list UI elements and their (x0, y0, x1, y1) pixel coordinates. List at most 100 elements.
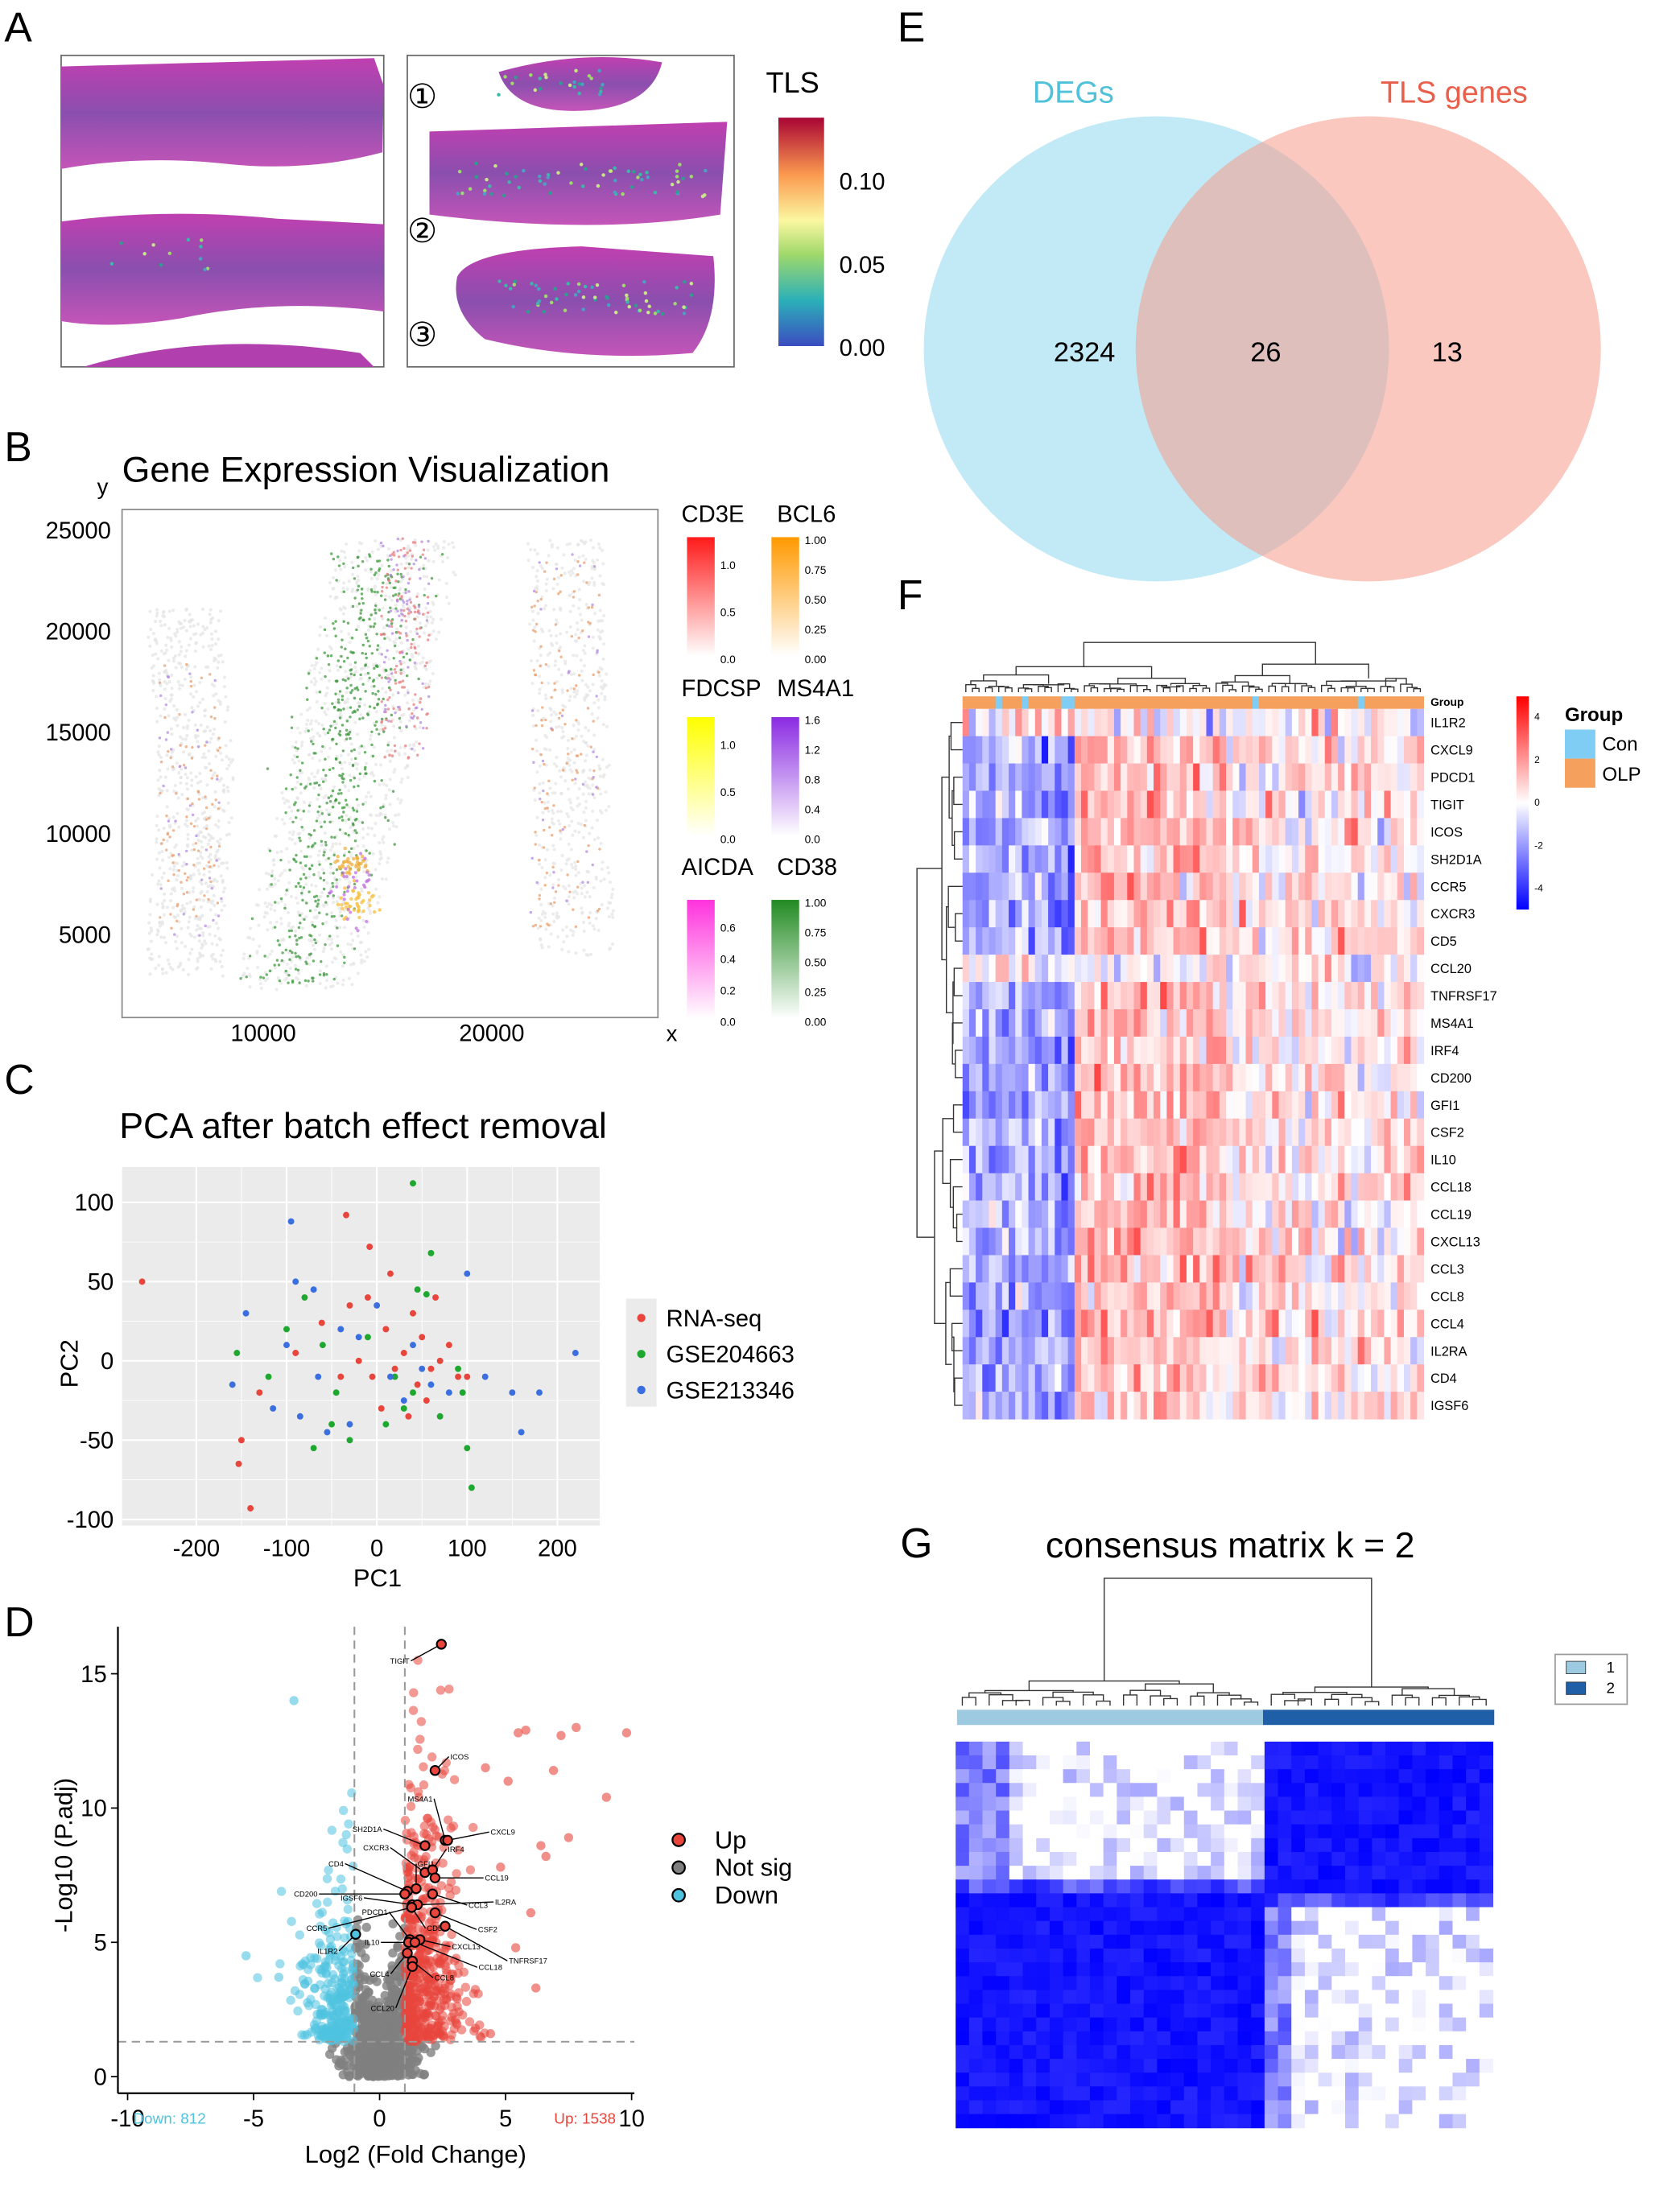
tls-spot (613, 166, 617, 171)
spatial-spot (535, 815, 539, 819)
spatial-spot (599, 842, 603, 846)
spatial-spot (399, 780, 403, 785)
spatial-spot (307, 980, 310, 983)
spatial-spot (305, 855, 308, 859)
spatial-spot (579, 658, 583, 662)
spatial-spot (320, 706, 324, 710)
spatial-spot (382, 805, 385, 809)
spatial-spot (222, 886, 227, 890)
spatial-spot (576, 573, 580, 576)
spatial-spot (284, 969, 288, 973)
spatial-spot (316, 798, 320, 802)
volcano-point (317, 1908, 328, 1917)
spatial-spot (217, 819, 221, 823)
spatial-spot (314, 679, 318, 683)
pca-point-gse204663 (423, 1291, 430, 1298)
spatial-spot (167, 749, 170, 753)
spatial-spot (196, 728, 200, 732)
spatial-spot (199, 953, 203, 957)
spatial-spot (584, 740, 588, 744)
tls-spot (627, 304, 631, 309)
spatial-spot (440, 560, 445, 564)
spatial-spot (332, 621, 335, 625)
spatial-spot (357, 784, 360, 788)
panel-label-g: G (900, 1520, 932, 1566)
spatial-spot (389, 585, 393, 589)
spatial-spot (172, 889, 177, 893)
spatial-spot (390, 622, 394, 625)
pca-point-gse204663 (391, 1373, 398, 1380)
spatial-spot (295, 853, 298, 857)
spatial-spot (279, 897, 283, 901)
spatial-spot (577, 674, 581, 677)
spatial-spot (191, 802, 194, 806)
spatial-spot (353, 596, 357, 600)
spatial-spot (357, 564, 360, 568)
spatial-spot (567, 815, 571, 819)
tls-spot (488, 184, 492, 188)
spatial-spot (540, 567, 544, 571)
spatial-spot (167, 714, 171, 718)
spatial-spot (149, 939, 153, 943)
spatial-spot (181, 906, 185, 910)
tls-spot (474, 161, 478, 166)
spatial-spot (382, 840, 386, 844)
spatial-spot (187, 958, 191, 962)
spatial-spot (342, 860, 346, 864)
spatial-spot (281, 797, 285, 801)
spatial-spot (607, 763, 611, 767)
spatial-spot (547, 945, 551, 949)
spatial-spot (553, 663, 557, 667)
tls-spot (199, 245, 203, 249)
spatial-spot (386, 819, 390, 823)
spatial-spot (353, 885, 357, 890)
spatial-spot (567, 950, 571, 954)
spatial-spot (177, 640, 181, 644)
spatial-spot (268, 849, 272, 852)
spatial-spot (530, 605, 534, 609)
spatial-spot (405, 674, 409, 678)
spatial-spot (306, 718, 310, 723)
spatial-spot (539, 887, 543, 891)
spatial-spot (212, 893, 216, 897)
spatial-spot (175, 707, 179, 711)
spatial-spot (338, 866, 342, 871)
spatial-spot (328, 581, 332, 585)
spatial-spot (601, 583, 606, 587)
spatial-spot (303, 786, 307, 790)
spatial-spot (540, 946, 544, 950)
pca-point-gse204663 (459, 1389, 466, 1396)
spatial-spot (599, 879, 603, 883)
spatial-spot (381, 617, 385, 621)
spatial-spot (407, 719, 411, 723)
spatial-spot (302, 800, 307, 804)
spatial-spot (334, 722, 339, 726)
pca-point-rna-seq (445, 1342, 452, 1349)
spatial-spot (312, 786, 316, 790)
spatial-spot (544, 696, 548, 701)
spatial-spot (567, 902, 571, 906)
spatial-spot (216, 901, 220, 905)
tls-spot (682, 305, 686, 309)
spatial-spot (535, 724, 538, 728)
spatial-spot (217, 801, 221, 805)
spatial-spot (184, 773, 188, 777)
spatial-spot (327, 662, 331, 666)
spatial-spot (332, 872, 335, 875)
spatial-spot (429, 615, 433, 619)
spatial-spot (580, 734, 584, 738)
spatial-spot (535, 590, 539, 594)
spatial-spot (601, 562, 605, 566)
spatial-spot (567, 857, 572, 861)
spatial-spot (270, 883, 273, 886)
pca-point-gse213346 (387, 1373, 394, 1380)
spatial-spot (195, 898, 198, 901)
tls-spot (538, 87, 543, 91)
spatial-spot (365, 665, 370, 669)
volcano-point (426, 1817, 435, 1827)
spatial-spot (224, 695, 228, 699)
spatial-spot (391, 824, 396, 828)
spatial-spot (372, 909, 377, 914)
spatial-spot (160, 901, 164, 905)
spatial-spot (318, 933, 322, 937)
